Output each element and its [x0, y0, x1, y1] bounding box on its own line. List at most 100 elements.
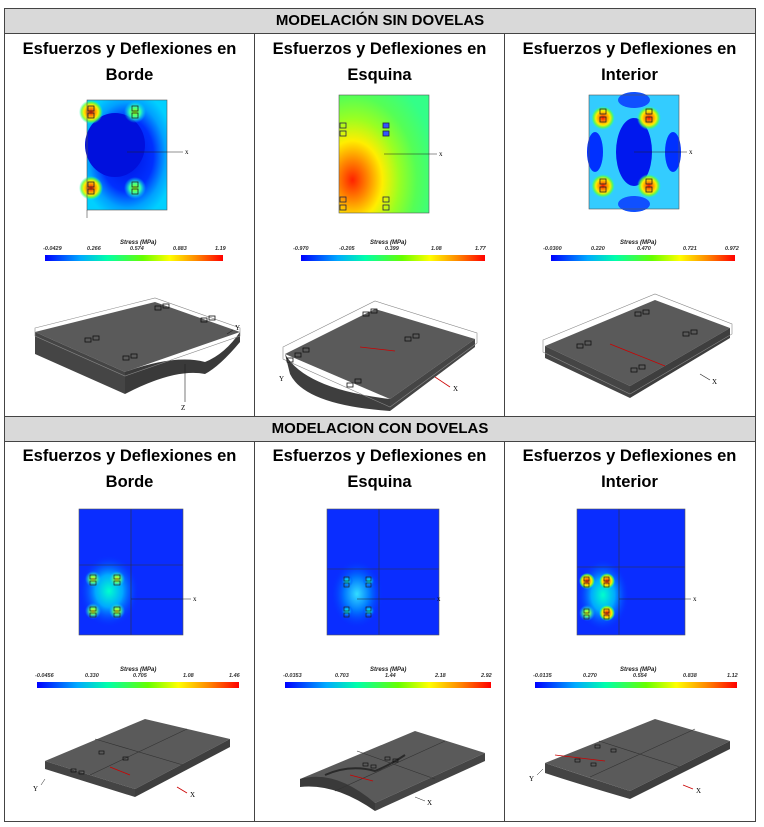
x-axis-label: x [185, 148, 189, 156]
scale-tick: 0.838 [683, 673, 697, 679]
column-divider [254, 441, 255, 821]
deflection-3d-view: X [300, 731, 485, 811]
cell-title: Esfuerzos y Deflexiones en Borde [5, 443, 254, 495]
cell-title-line1: Esfuerzos y Deflexiones en [272, 447, 487, 465]
cell-title: Esfuerzos y Deflexiones en Interior [505, 36, 754, 88]
deflection-3d-view: X [542, 293, 733, 398]
section-header-con-dovelas: MODELACION CON DOVELAS [5, 416, 755, 442]
scale-tick: -0.970 [293, 246, 309, 252]
x-axis-label: x [437, 595, 441, 603]
color-scale-bar [45, 255, 223, 261]
deflection-3d-view: Y X [33, 719, 230, 799]
cell-title-line2: Borde [105, 66, 154, 84]
scale-tick: 2.18 [435, 673, 446, 679]
x-axis-label: x [439, 150, 443, 158]
stress-contour-plot: x [79, 99, 189, 218]
scale-title: Stress (MPa) [620, 667, 657, 673]
scale-tick: -0.0456 [35, 673, 54, 679]
deflection-3d-view: Y X [529, 719, 730, 799]
scale-tick: 1.44 [385, 673, 396, 679]
cell-title-line2: Esquina [347, 66, 412, 84]
stress-contour-plot: x [576, 508, 697, 636]
comparison-table: MODELACIÓN SIN DOVELAS MODELACION CON DO… [4, 8, 756, 822]
scale-tick: -0.0300 [543, 246, 562, 252]
cell-title-line1: Esfuerzos y Deflexiones en [22, 40, 237, 58]
x-axis-label: x [193, 595, 197, 603]
scale-tick: 0.574 [130, 246, 144, 252]
deflection-3d-view: Z Y [34, 297, 241, 412]
cell-title-line2: Interior [601, 66, 658, 84]
cell-title-line2: Interior [601, 473, 658, 491]
scale-tick: 0.703 [335, 673, 349, 679]
color-scale-bar [535, 682, 737, 688]
scale-tick: -0.0135 [533, 673, 552, 679]
scale-tick: -0.205 [339, 246, 355, 252]
color-scale-bar [285, 682, 491, 688]
cell-sin-borde: Esfuerzos y Deflexiones en Borde [5, 34, 254, 416]
z-axis-label: Z [181, 404, 185, 412]
x-axis-label: x [693, 595, 697, 603]
scale-title: Stress (MPa) [370, 240, 407, 246]
scale-tick: 0.554 [633, 673, 647, 679]
scale-tick: 0.266 [87, 246, 101, 252]
cell-title-line1: Esfuerzos y Deflexiones en [22, 447, 237, 465]
color-scale-bar [301, 255, 485, 261]
scale-tick: 2.92 [481, 673, 492, 679]
stress-contour-plot: x [78, 508, 197, 636]
section-header-sin-dovelas: MODELACIÓN SIN DOVELAS [5, 9, 755, 34]
cell-con-esquina: Esfuerzos y Deflexiones en Esquina x St [255, 441, 504, 821]
stress-contour-plot: x [587, 92, 693, 212]
scale-tick: -0.0353 [283, 673, 302, 679]
cell-con-interior: Esfuerzos y Deflexiones en Interior x St… [505, 441, 754, 821]
cell-title: Esfuerzos y Deflexiones en Interior [505, 443, 754, 495]
y-axis-label: Y [529, 775, 534, 783]
scale-tick: 0.270 [583, 673, 597, 679]
x-axis-label: X [190, 791, 195, 799]
x-axis-label: X [427, 799, 432, 807]
cell-title: Esfuerzos y Deflexiones en Esquina [255, 36, 504, 88]
scale-tick: 1.77 [475, 246, 486, 252]
cell-title: Esfuerzos y Deflexiones en Borde [5, 36, 254, 88]
cell-title-line1: Esfuerzos y Deflexiones en [522, 40, 737, 58]
x-axis-label: x [689, 148, 693, 156]
scale-tick: 1.12 [727, 673, 738, 679]
scale-tick: 0.972 [725, 246, 739, 252]
column-divider [504, 34, 505, 416]
stress-contour-plot: x [338, 94, 443, 214]
scale-title: Stress (MPa) [120, 240, 157, 246]
scale-tick: 0.705 [133, 673, 147, 679]
scale-tick: 0.330 [85, 673, 99, 679]
y-axis-label: Y [33, 785, 38, 793]
cell-con-borde: Esfuerzos y Deflexiones en Borde x [5, 441, 254, 821]
scale-title: Stress (MPa) [120, 667, 157, 673]
x-axis-label: X [712, 378, 717, 386]
y-axis-label: Y [279, 375, 284, 383]
scale-tick: -0.0429 [43, 246, 62, 252]
scale-tick: 1.08 [183, 673, 194, 679]
scale-tick: 1.19 [215, 246, 226, 252]
color-scale-bar [37, 682, 239, 688]
stress-contour-plot: x [326, 508, 441, 636]
cell-title-line2: Esquina [347, 473, 412, 491]
scale-title: Stress (MPa) [370, 667, 407, 673]
scale-tick: 0.399 [385, 246, 399, 252]
color-scale-bar [551, 255, 735, 261]
scale-tick: 1.46 [229, 673, 240, 679]
scale-title: Stress (MPa) [620, 240, 657, 246]
scale-tick: 0.721 [683, 246, 697, 252]
column-divider [504, 441, 505, 821]
cell-title: Esfuerzos y Deflexiones en Esquina [255, 443, 504, 495]
scale-tick: 1.08 [431, 246, 442, 252]
column-divider [254, 34, 255, 416]
x-axis-label: X [453, 385, 458, 393]
cell-sin-interior: Esfuerzos y Deflexiones en Interior x [505, 34, 754, 416]
scale-tick: 0.883 [173, 246, 187, 252]
x-axis-label: X [696, 787, 701, 795]
deflection-3d-view: X Y [279, 300, 478, 411]
scale-tick: 0.220 [591, 246, 605, 252]
cell-title-line1: Esfuerzos y Deflexiones en [272, 40, 487, 58]
cell-sin-esquina: Esfuerzos y Deflexiones en Esquina x Str… [255, 34, 504, 416]
y-axis-label: Y [235, 324, 240, 332]
cell-title-line2: Borde [105, 473, 154, 491]
cell-title-line1: Esfuerzos y Deflexiones en [522, 447, 737, 465]
